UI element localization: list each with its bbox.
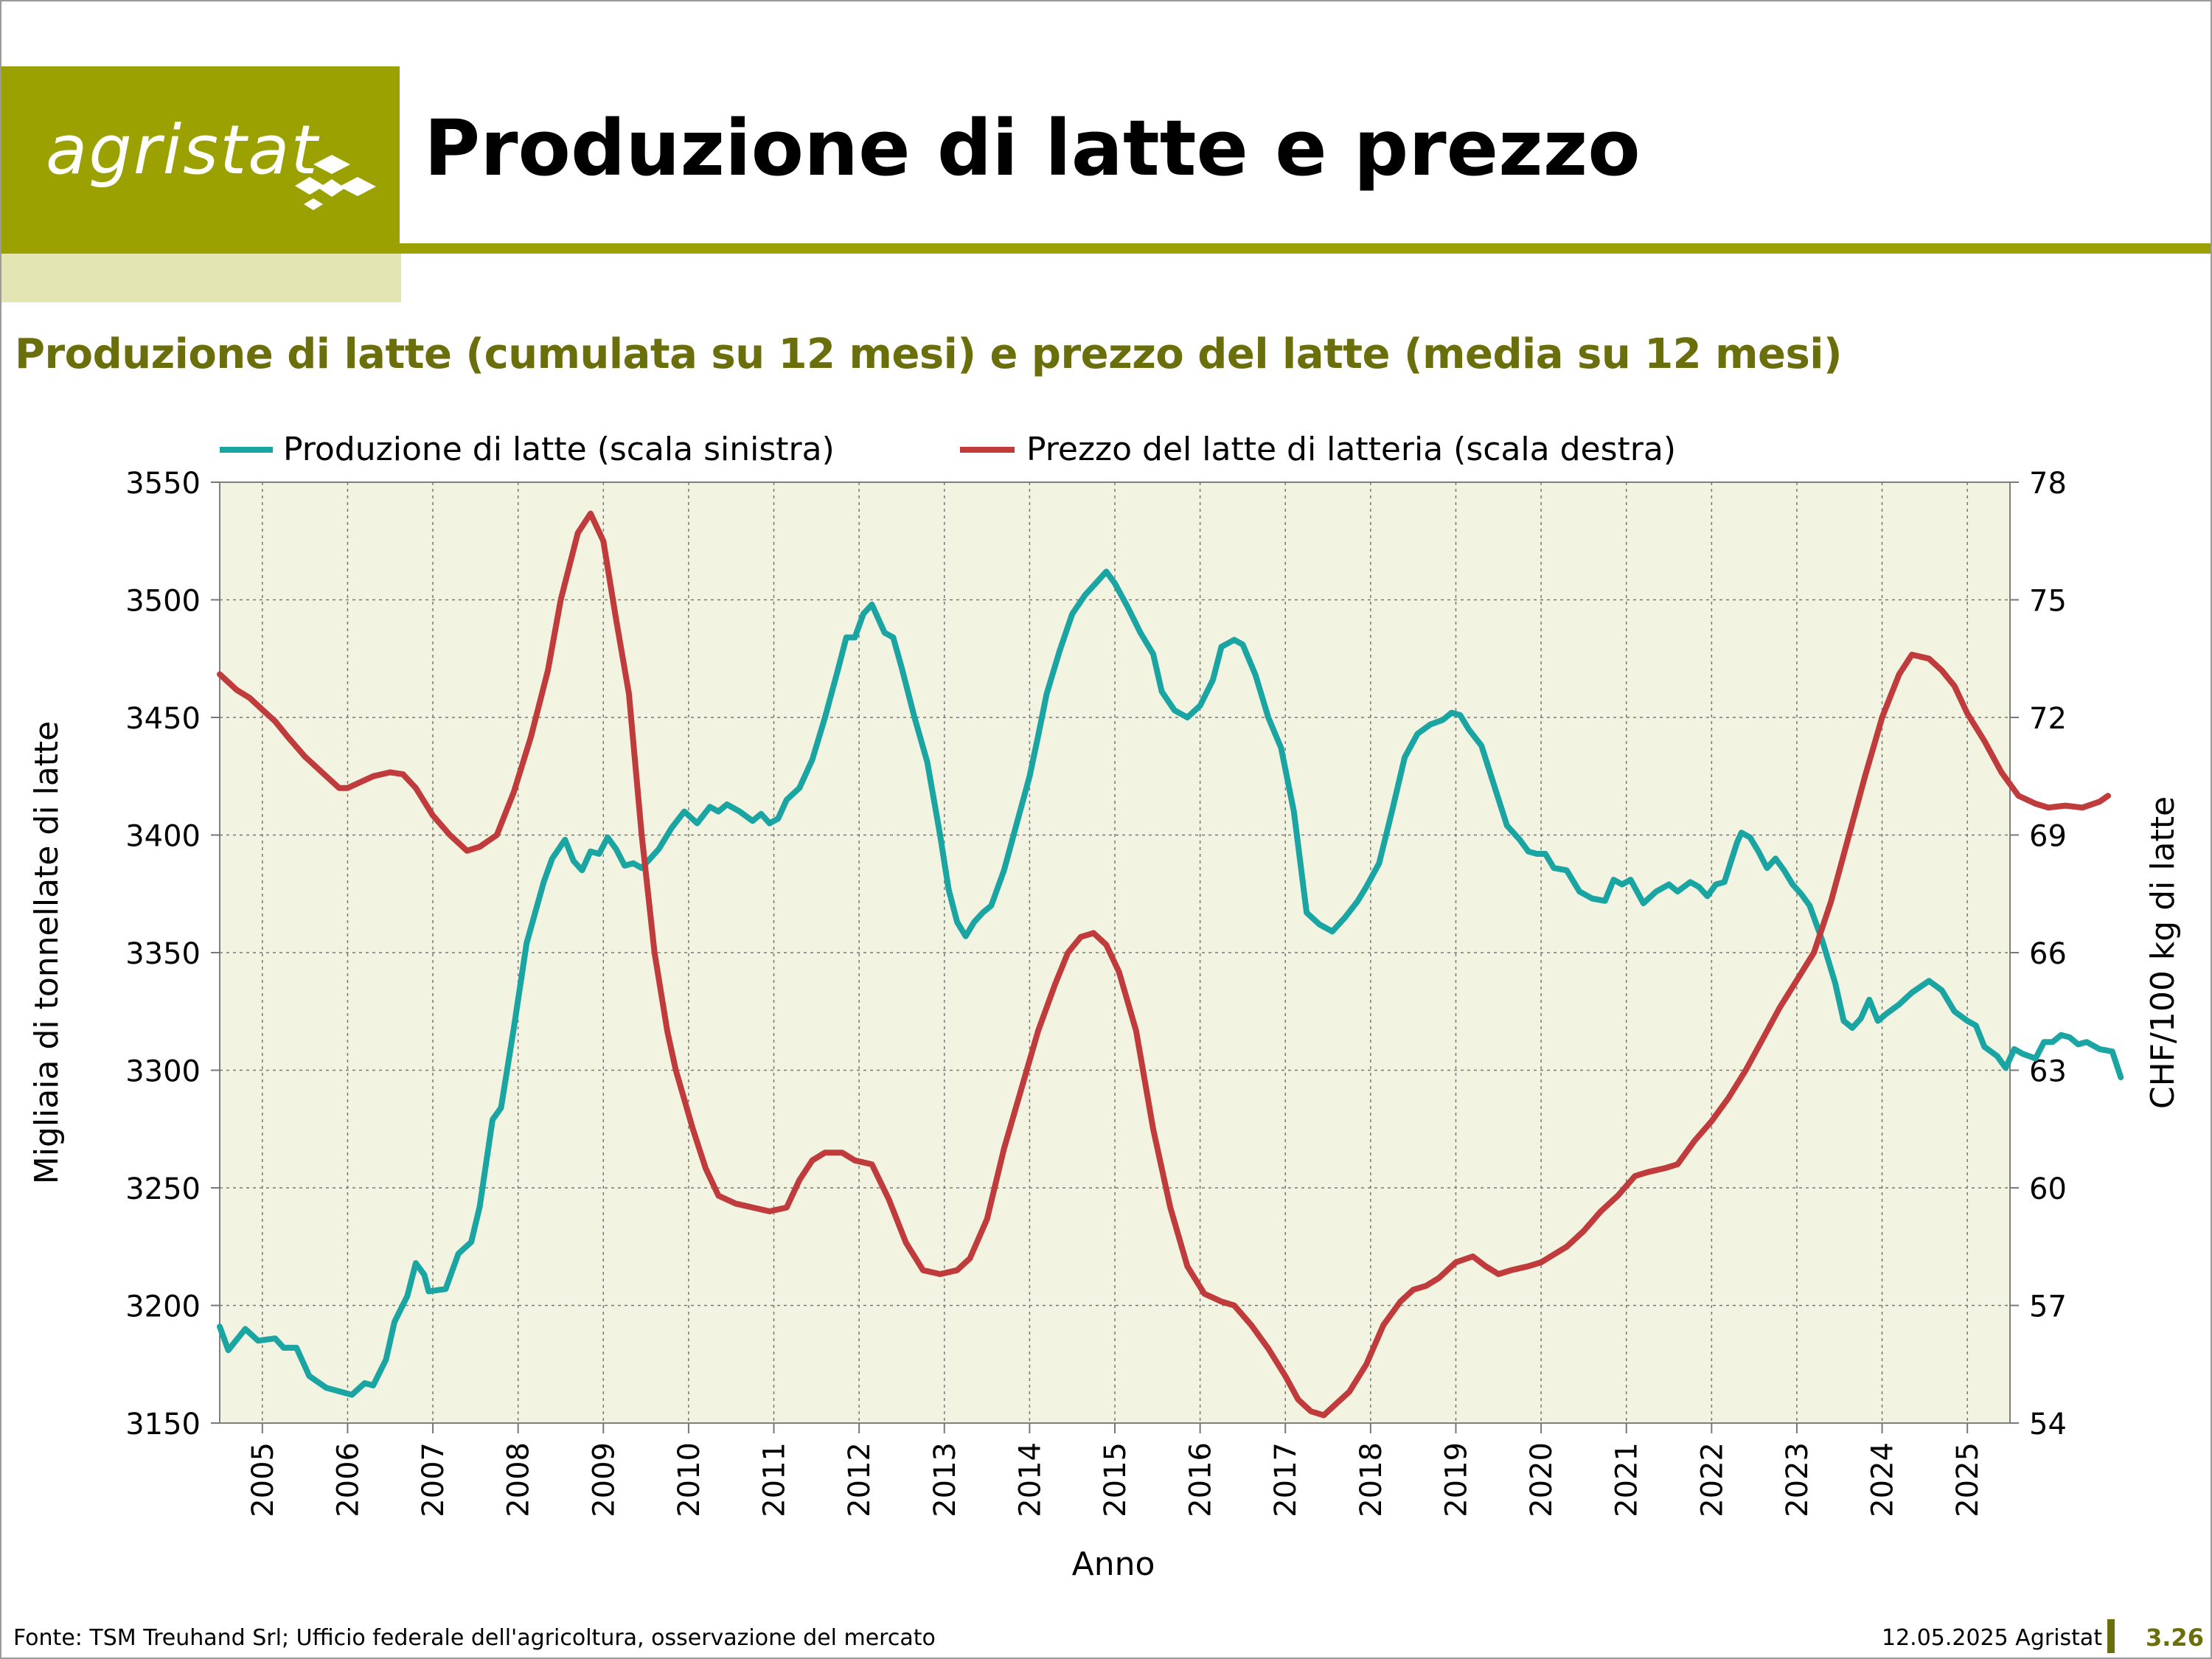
- y-axis-title-right: CHF/100 kg di latte: [2144, 796, 2182, 1109]
- footer-date: 12.05.2025 Agristat: [1882, 1625, 2103, 1651]
- chart-subtitle: Produzione di latte (cumulata su 12 mesi…: [15, 330, 1843, 378]
- x-tick-label: 2010: [672, 1442, 706, 1517]
- x-tick-label: 2012: [843, 1442, 877, 1517]
- y-tick-label-left: 3550: [125, 467, 201, 501]
- footer-source: Fonte: TSM Treuhand Srl; Ufficio federal…: [13, 1625, 936, 1651]
- x-tick-label: 2016: [1184, 1442, 1218, 1517]
- legend: Produzione di latte (scala sinistra) Pre…: [220, 431, 1676, 468]
- legend-label-price: Prezzo del latte di latteria (scala dest…: [1026, 431, 1676, 468]
- x-axis-title: Anno: [1072, 1545, 1155, 1583]
- x-tick-label: 2024: [1866, 1442, 1900, 1517]
- y-tick-label-left: 3400: [125, 820, 201, 854]
- y-tick-label-right: 54: [2029, 1408, 2067, 1441]
- x-tick-label: 2018: [1354, 1442, 1388, 1517]
- x-tick-label: 2008: [502, 1442, 536, 1517]
- x-tick-label: 2015: [1099, 1442, 1133, 1517]
- x-tick-label: 2014: [1013, 1442, 1047, 1517]
- y-tick-label-right: 66: [2029, 937, 2067, 971]
- x-tick-label: 2006: [331, 1442, 365, 1517]
- logo-underlay: [1, 245, 401, 302]
- series-line-price: [217, 510, 2111, 1419]
- x-tick-label: 2017: [1269, 1442, 1303, 1517]
- footer-divider: [2107, 1619, 2115, 1653]
- legend-label-production: Produzione di latte (scala sinistra): [283, 431, 835, 468]
- y-tick-label-left: 3250: [125, 1172, 201, 1206]
- x-tick-label: 2025: [1951, 1442, 1985, 1517]
- x-tick-label: 2005: [246, 1442, 280, 1517]
- y-tick-label-left: 3450: [125, 702, 201, 736]
- logo-text: agristat: [46, 111, 319, 189]
- y-tick-label-left: 3300: [125, 1055, 201, 1089]
- y-tick-label-left: 3150: [125, 1408, 201, 1441]
- y-tick-label-right: 78: [2029, 467, 2067, 501]
- y-axis-title-left: Migliaia di tonnellate di latte: [28, 721, 66, 1184]
- footer-page-number: 3.26: [2146, 1624, 2204, 1652]
- y-tick-label-right: 60: [2029, 1172, 2067, 1206]
- x-tick-label: 2019: [1439, 1442, 1473, 1517]
- chart: 3150 3200 3250 3300 3350 3400 3450 3500 3550 54 57…: [28, 431, 2182, 1583]
- x-tick-label: 2007: [417, 1442, 451, 1517]
- y-tick-label-left: 3200: [125, 1290, 201, 1324]
- y-tick-label-left: 3500: [125, 585, 201, 619]
- x-tick-label: 2009: [587, 1442, 621, 1517]
- x-tick-label: 2020: [1525, 1442, 1559, 1517]
- x-tick-label: 2021: [1610, 1442, 1644, 1517]
- logo-diamonds-icon: [295, 155, 376, 210]
- y-tick-label-right: 69: [2029, 820, 2067, 854]
- logo-box: [1, 66, 400, 245]
- x-tick-label: 2011: [758, 1442, 792, 1517]
- page-title: Produzione di latte e prezzo: [424, 103, 1641, 193]
- y-tick-label-left: 3350: [125, 937, 201, 971]
- y-tick-label-right: 57: [2029, 1290, 2067, 1324]
- y-tick-label-right: 75: [2029, 585, 2067, 619]
- x-tick-label: 2013: [928, 1442, 962, 1517]
- title-bar: [1, 243, 2211, 254]
- x-tick-label: 2023: [1781, 1442, 1815, 1517]
- axes: 3150 3200 3250 3300 3350 3400 3450 3500 3550 54 57…: [125, 467, 2067, 1517]
- x-tick-label: 2022: [1695, 1442, 1729, 1517]
- grid: [220, 482, 2010, 1423]
- series-lines: [217, 510, 2124, 1419]
- y-tick-label-right: 72: [2029, 702, 2067, 736]
